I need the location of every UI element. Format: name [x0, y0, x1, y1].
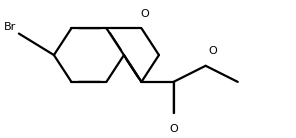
- Text: Br: Br: [4, 22, 17, 32]
- Text: O: O: [169, 124, 178, 134]
- Text: O: O: [209, 46, 217, 56]
- Text: O: O: [140, 9, 149, 19]
